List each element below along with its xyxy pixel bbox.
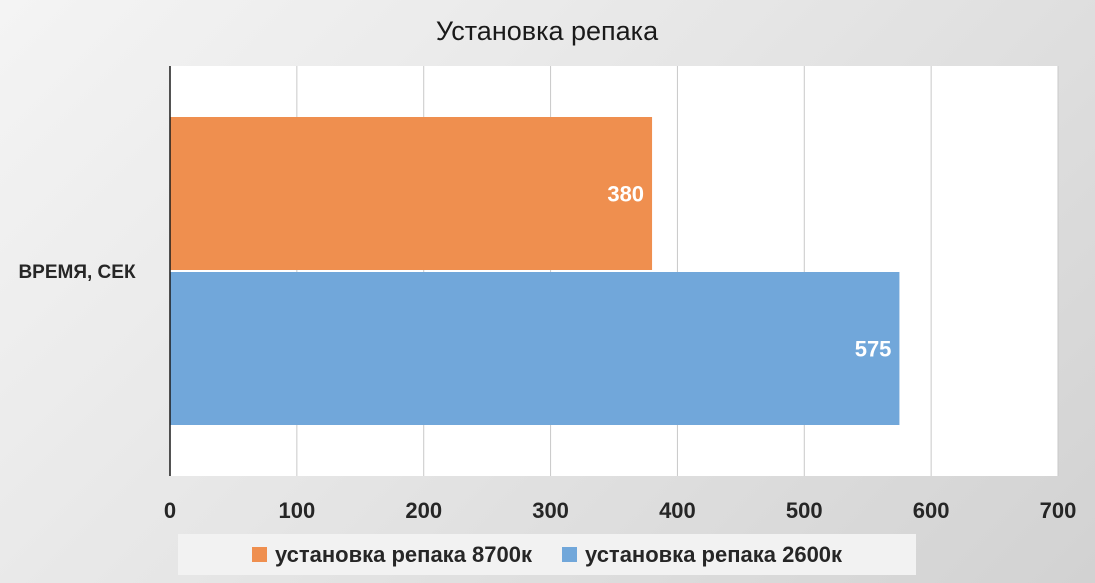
legend-label: установка репака 2600к	[585, 541, 843, 567]
x-tick-label: 100	[278, 498, 315, 523]
bar-data-label: 575	[855, 337, 892, 362]
legend-label: установка репака 8700к	[274, 541, 532, 567]
y-axis-categories: ВРЕМЯ, СЕК	[18, 262, 136, 283]
legend-swatch	[251, 547, 267, 562]
x-axis-ticks: 0 100 200 300 400 500 600 700	[164, 498, 1076, 523]
bar-series-1	[170, 117, 653, 270]
x-tick-label: 600	[913, 498, 950, 523]
category-label: ВРЕМЯ, СЕК	[18, 262, 136, 283]
x-tick-label: 400	[659, 498, 696, 523]
bar-series-2	[170, 272, 900, 425]
bar-data-label: 380	[607, 182, 644, 207]
x-tick-label: 700	[1040, 498, 1077, 523]
data-labels: 380 575	[607, 182, 891, 362]
x-tick-label: 200	[405, 498, 442, 523]
chart-title: Установка репака	[436, 16, 659, 46]
bars	[170, 117, 900, 425]
legend-item-series-1: установка репака 8700к	[251, 541, 532, 568]
legend: установка репака 8700к установка репака 2…	[178, 534, 916, 575]
legend-item-series-2: установка репака 2600к	[562, 542, 842, 568]
x-tick-label: 300	[532, 498, 569, 523]
x-tick-label: 500	[786, 498, 823, 523]
legend-swatch	[562, 547, 577, 562]
x-tick-label: 0	[164, 498, 176, 523]
